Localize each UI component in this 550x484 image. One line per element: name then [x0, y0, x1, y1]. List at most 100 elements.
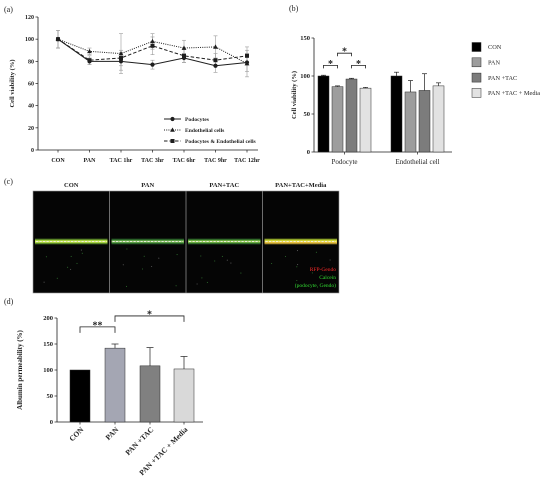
series-con — [317, 71, 403, 153]
legend-label: PAN — [488, 60, 500, 67]
significance-bracket — [114, 315, 185, 322]
speckle — [158, 257, 160, 259]
legend-item: PAN +TAC + Media — [471, 88, 540, 98]
speckle — [329, 259, 331, 261]
y-tick-label: 0 — [307, 149, 310, 156]
bar — [390, 75, 403, 153]
series-pan-tac — [345, 73, 431, 153]
significance-marker: * — [114, 309, 185, 322]
x-tick-label: TAC 12hr — [234, 158, 260, 164]
bar — [331, 86, 344, 153]
bar — [404, 91, 417, 153]
bar — [345, 78, 358, 153]
y-tick-label: 80 — [28, 59, 34, 65]
legend-marker — [170, 116, 175, 122]
micrograph-label: PAN — [141, 182, 154, 189]
y-tick-label: 0 — [50, 419, 53, 426]
speckle — [221, 255, 223, 257]
y-tick-label: 40 — [28, 104, 34, 110]
legend-marker — [170, 127, 175, 132]
speckle — [80, 249, 82, 251]
x-tick-label: Endothelial cell — [395, 158, 439, 166]
x-tick-label: TAC 1hr — [110, 158, 133, 164]
speckle — [175, 285, 177, 287]
significance-bracket — [337, 52, 352, 57]
legend-item: Endothelial cells — [164, 127, 225, 134]
legend-label: Podocytes & Endothelial cells — [185, 139, 257, 145]
bar — [69, 369, 91, 423]
bar-group-pan: PAN — [104, 343, 126, 442]
micrograph — [33, 191, 110, 293]
micrograph-label: PAN+TAC+Media — [275, 182, 327, 189]
speckle — [315, 251, 317, 253]
speckle — [296, 266, 298, 268]
panel-label-b: (b) — [289, 4, 299, 13]
data-point — [213, 63, 218, 68]
data-point — [245, 53, 249, 58]
channel-legend-label: Calcein — [319, 275, 336, 281]
channel-legend-label: (podocyte, Gendo) — [295, 282, 336, 289]
y-tick-label: 50 — [47, 393, 54, 400]
data-point — [182, 53, 186, 58]
y-tick-label: 150 — [300, 35, 310, 42]
speckle — [296, 279, 298, 282]
y-tick-label: 100 — [300, 73, 310, 80]
legend: CON PAN PAN +TAC PAN +TAC + Media — [471, 42, 540, 98]
bar — [317, 75, 330, 153]
significance-bracket — [351, 64, 366, 69]
speckle — [206, 281, 208, 283]
significance-marker: ** — [79, 320, 116, 333]
y-tick-label: 20 — [28, 126, 34, 132]
speckle — [141, 268, 144, 270]
speckle — [76, 262, 78, 264]
legend-item: PAN — [471, 57, 500, 68]
speckle — [125, 285, 128, 287]
y-tick-label: 120 — [25, 15, 34, 21]
y-tick-label: 200 — [43, 315, 53, 322]
legend-label: PAN +TAC + Media — [488, 90, 540, 97]
legend-label: CON — [488, 44, 502, 51]
x-tick-label: TAC 9hr — [204, 158, 227, 164]
data-point — [150, 38, 155, 44]
significance-marker: * — [351, 59, 366, 70]
chart-b-cell-viability-bar-chart: 0 50 100 150 Cell viability (%) Podocyte Endot… — [291, 35, 540, 166]
series-pan — [331, 80, 417, 153]
x-tick-label: CON — [67, 425, 86, 444]
speckle — [176, 254, 178, 256]
channel-legend-label: RFP-Gendo — [310, 267, 337, 273]
x-tick-label: TAC 6hr — [173, 158, 196, 164]
speckle — [240, 272, 242, 274]
data-point — [119, 56, 123, 61]
y-tick-label: 100 — [25, 37, 34, 43]
bar — [173, 368, 195, 423]
speckle — [230, 262, 232, 264]
speckle — [122, 264, 124, 266]
significance-label: * — [356, 59, 361, 70]
bar — [418, 90, 431, 153]
x-tick-label: CON — [51, 158, 65, 164]
x-tick-label: TAC 3hr — [141, 158, 164, 164]
panel-label-c: (c) — [4, 177, 13, 186]
legend-label: Endothelial cells — [185, 128, 225, 134]
legend-item: Podocytes & Endothelial cells — [164, 139, 257, 145]
significance-label: * — [328, 59, 333, 70]
x-tick-label: PAN — [104, 425, 121, 442]
legend-swatch — [471, 42, 482, 52]
micrograph — [109, 191, 186, 293]
bar — [104, 347, 126, 423]
speckle — [43, 281, 45, 283]
speckle — [126, 248, 128, 250]
data-point — [87, 58, 92, 63]
legend: Podocytes Endothelial cells Podocytes & En… — [164, 116, 257, 145]
bar-group-con: CON — [67, 369, 91, 444]
y-axis-title: Cell viability (%) — [9, 59, 16, 107]
speckle — [296, 250, 299, 252]
data-point — [118, 59, 124, 64]
panel-label-d: (d) — [4, 297, 14, 306]
data-point — [181, 45, 187, 50]
legend-item: CON — [471, 42, 502, 52]
speckle — [284, 255, 287, 258]
micrograph — [262, 191, 339, 293]
speckle — [297, 264, 299, 266]
